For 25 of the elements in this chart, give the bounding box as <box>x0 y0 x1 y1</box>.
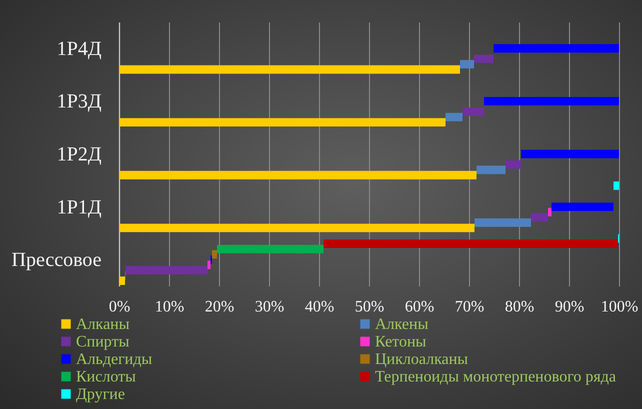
x-tick-label: 30% <box>254 298 284 316</box>
x-tick-label: 0% <box>108 298 130 316</box>
legend-label: Альдегиды <box>76 351 152 368</box>
legend-label: Терпеноиды монотерпенового ряда <box>375 368 616 386</box>
legend-label: Спирты <box>76 334 130 350</box>
x-tick-label: 10% <box>154 298 184 316</box>
x-tick-label: 50% <box>354 298 384 316</box>
x-tick-label: 90% <box>554 298 584 316</box>
x-tick-label: 20% <box>204 298 234 316</box>
x-tick-label: 70% <box>454 298 484 316</box>
y-tick-label: Прессовое <box>12 249 102 272</box>
legend-label: Циклоалканы <box>375 351 468 368</box>
y-tick-label: 1Р3Д <box>56 90 102 113</box>
legend-label: Алканы <box>76 316 130 333</box>
legend-label: Другие <box>76 386 125 403</box>
x-tick-label: 80% <box>504 298 534 316</box>
x-tick-label: 60% <box>404 298 434 316</box>
x-tick-label: 100% <box>600 298 638 316</box>
y-tick-label: 1Р4Д <box>56 38 102 60</box>
y-tick-label: 1Р1Д <box>56 196 102 218</box>
legend-label: Алкены <box>375 316 429 333</box>
x-tick-label: 40% <box>304 298 334 316</box>
legend-label: Кетоны <box>375 334 427 350</box>
legend-label: Кислоты <box>76 368 136 386</box>
y-tick-label: 1Р2Д <box>56 144 102 166</box>
